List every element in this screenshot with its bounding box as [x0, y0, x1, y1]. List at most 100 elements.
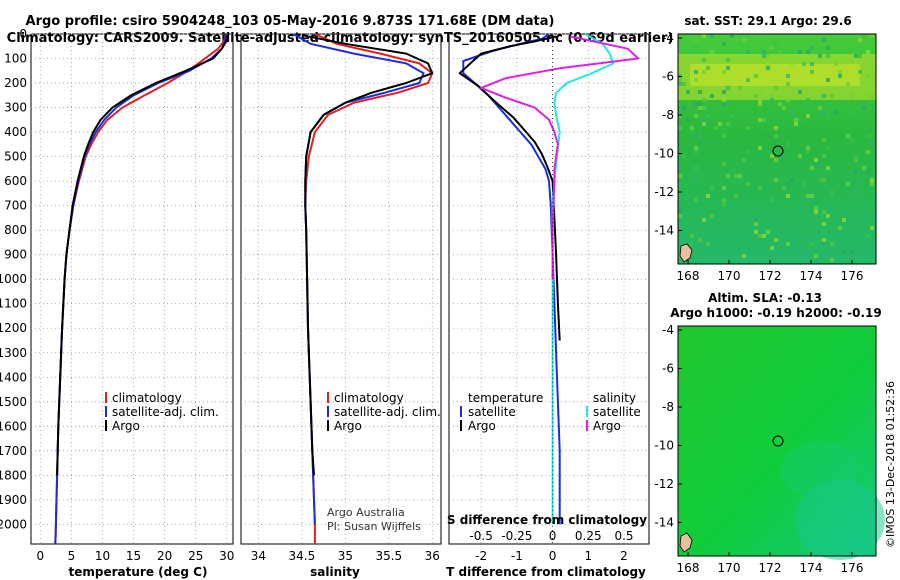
s-difference-axis-label: S difference from climatology	[447, 513, 647, 527]
sst-pixel	[818, 106, 822, 110]
sst-pixel	[870, 142, 874, 146]
sla-argo-position-marker	[772, 435, 784, 447]
sst-pixel	[722, 70, 726, 74]
x-tick-label: 36	[425, 549, 440, 563]
sst-pixel	[726, 66, 730, 70]
sst-pixel	[766, 66, 770, 70]
sla-anomaly-blob	[795, 480, 885, 560]
sst-pixel	[806, 50, 810, 54]
sst-pixel	[714, 126, 718, 130]
temperature-legend: climatology satellite-adj. clim. Argo	[105, 391, 219, 433]
map-y-tick-label: -6	[662, 362, 674, 376]
sst-pixel	[854, 54, 858, 58]
sst-pixel	[810, 46, 814, 50]
legend-climatology-label: climatology	[334, 391, 404, 405]
sst-pixel	[866, 234, 870, 238]
sst-pixel	[806, 250, 810, 254]
sst-pixel	[754, 94, 758, 98]
sst-pixel	[702, 122, 706, 126]
sst-pixel	[854, 170, 858, 174]
sla-map-title-line2: Argo h1000: -0.19 h2000: -0.19	[670, 306, 881, 320]
sst-pixel	[822, 242, 826, 246]
depth-tick-label: 1100	[0, 297, 27, 311]
sst-pixel	[758, 102, 762, 106]
sst-pixel	[854, 154, 858, 158]
sst-pixel	[778, 238, 782, 242]
map-x-tick-label: 172	[759, 561, 782, 575]
sst-pixel	[822, 38, 826, 42]
sst-pixel	[754, 74, 758, 78]
sst-pixel	[698, 90, 702, 94]
sst-pixel	[730, 206, 734, 210]
sst-pixel	[766, 54, 770, 58]
sst-pixel	[694, 46, 698, 50]
map-y-tick-label: -4	[662, 323, 674, 337]
map-x-tick-label: 170	[718, 561, 741, 575]
sst-pixel	[746, 50, 750, 54]
sst-pixel	[734, 174, 738, 178]
sst-pixel	[826, 46, 830, 50]
sst-pixel	[694, 102, 698, 106]
sst-pixel	[678, 82, 682, 86]
sst-pixel	[870, 178, 874, 182]
sst-pixel	[694, 150, 698, 154]
sst-pixel	[826, 54, 830, 58]
map-y-tick-label: -12	[654, 477, 674, 491]
sst-pixel	[702, 34, 706, 38]
temperature-panel-frame	[30, 33, 234, 545]
secondary-tick-label: 0	[549, 529, 557, 543]
sst-pixel	[694, 166, 698, 170]
sst-pixel	[726, 174, 730, 178]
x-tick-label: 35	[338, 549, 353, 563]
sst-pixel	[818, 166, 822, 170]
sst-pixel	[814, 254, 818, 258]
sst-pixel	[818, 178, 822, 182]
imos-stamp: ©IMOS 13-Dec-2018 01:52:36	[884, 381, 897, 548]
sst-pixel	[790, 110, 794, 114]
sst-pixel	[766, 230, 770, 234]
sst-pixel	[694, 198, 698, 202]
secondary-tick-label: -0.5	[469, 529, 492, 543]
sst-pixel	[698, 102, 702, 106]
sst-pixel	[722, 102, 726, 106]
sst-pixel	[766, 134, 770, 138]
sst-pixel	[702, 218, 706, 222]
sst-pixel	[746, 78, 750, 82]
sst-pixel	[770, 154, 774, 158]
x-tick-label: 0	[549, 549, 557, 563]
map-x-tick-label: 176	[841, 561, 864, 575]
sst-pixel	[798, 90, 802, 94]
depth-tick-label: 2000	[0, 517, 27, 531]
depth-tick-label: 900	[4, 248, 27, 262]
x-tick-label: 1	[584, 549, 592, 563]
sst-pixel	[762, 234, 766, 238]
sst-pixel	[842, 250, 846, 254]
sst-pixel	[722, 90, 726, 94]
sst-pixel	[790, 62, 794, 66]
secondary-tick-label: 0.5	[614, 529, 633, 543]
temperature-series-group	[54, 34, 229, 544]
sst-pixel	[830, 194, 834, 198]
legend-temperature-title: temperature	[468, 391, 543, 405]
sst-pixel	[774, 134, 778, 138]
x-tick-label: -2	[475, 549, 487, 563]
sst-pixel	[722, 198, 726, 202]
salinity-argo-line	[301, 34, 434, 476]
credit-line1: Argo Australia	[327, 506, 405, 519]
sst-pixel-noise	[678, 34, 874, 262]
difference-panel-frame	[448, 33, 650, 545]
sst-pixel	[858, 54, 862, 58]
sst-pixel	[710, 94, 714, 98]
sla-map	[677, 325, 885, 560]
sst-pixel	[858, 38, 862, 42]
sst-pixel	[766, 90, 770, 94]
depth-tick-label: 400	[4, 125, 27, 139]
map-y-tick-label: -8	[662, 108, 674, 122]
sst-map-frame	[677, 33, 877, 265]
depth-tick-label: 100	[4, 52, 27, 66]
sst-pixel	[702, 118, 706, 122]
sst-pixel	[746, 150, 750, 154]
secondary-tick-label: -0.25	[501, 529, 532, 543]
sst-pixel	[762, 50, 766, 54]
sst-pixel	[782, 186, 786, 190]
